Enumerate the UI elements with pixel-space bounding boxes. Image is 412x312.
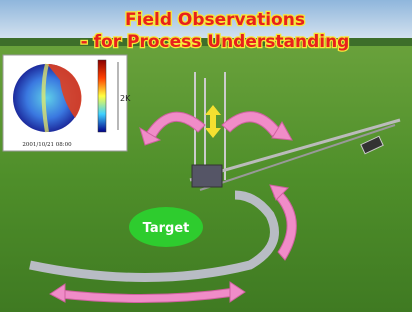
scene: Target 2K 2001/10/21 08:00 Field Observa… — [0, 0, 412, 312]
inset: 2K 2001/10/21 08:00 — [3, 55, 131, 151]
timestamp: 2001/10/21 08:00 — [22, 142, 72, 148]
subtitle: - for Process Understanding — [81, 32, 350, 52]
target-label: Target — [143, 221, 190, 236]
scale-label: 2K — [120, 94, 131, 103]
title: Field Observations — [125, 10, 305, 30]
